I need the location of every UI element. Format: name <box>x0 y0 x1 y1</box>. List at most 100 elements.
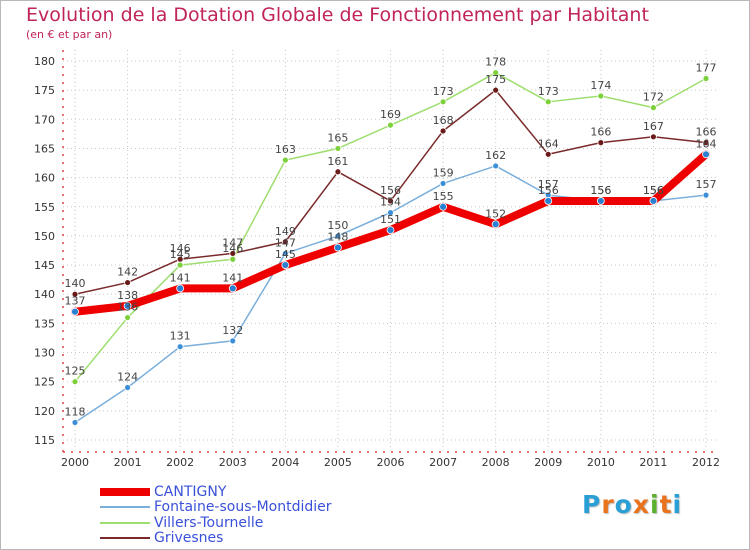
y-tick-label: 150 <box>34 230 55 243</box>
y-tick-label: 180 <box>34 55 55 68</box>
data-label: 163 <box>275 143 296 156</box>
data-point-1 <box>71 419 79 426</box>
data-label: 154 <box>380 196 401 209</box>
data-point-0 <box>544 197 553 205</box>
data-label: 155 <box>433 190 454 203</box>
data-point-3 <box>439 127 447 135</box>
data-point-1 <box>439 180 447 187</box>
data-label: 149 <box>275 225 296 238</box>
data-label: 157 <box>696 178 717 191</box>
data-point-3 <box>124 279 131 286</box>
data-point-0 <box>123 301 132 310</box>
legend-label: Fontaine-sous-Montdidier <box>154 499 332 516</box>
x-tick-label: 2012 <box>692 456 720 469</box>
x-tick-label: 2003 <box>219 456 247 469</box>
logo-letter: x <box>632 490 650 519</box>
data-point-0 <box>702 150 710 159</box>
data-point-3 <box>492 86 500 94</box>
data-label: 159 <box>433 166 454 179</box>
y-tick-label: 125 <box>34 376 55 389</box>
chart-legend: CANTIGNY Fontaine-sous-Montdidier Villers-… <box>100 484 332 546</box>
data-label: 140 <box>65 277 86 290</box>
x-tick-label: 2008 <box>482 456 510 469</box>
data-label: 141 <box>170 271 191 284</box>
y-tick-label: 115 <box>34 434 55 447</box>
data-point-1 <box>229 337 237 345</box>
data-label: 118 <box>65 406 86 419</box>
data-point-0 <box>491 220 500 229</box>
data-label: 161 <box>327 155 348 168</box>
x-tick-label: 2007 <box>429 456 457 469</box>
data-point-0 <box>334 243 342 252</box>
data-point-1 <box>334 232 342 240</box>
legend-swatch <box>100 506 150 509</box>
data-label: 146 <box>170 242 191 255</box>
data-label: 147 <box>275 236 296 249</box>
data-point-2 <box>492 69 500 77</box>
data-label: 166 <box>696 126 717 139</box>
data-label: 165 <box>327 131 348 144</box>
y-tick-label: 175 <box>34 84 55 97</box>
data-label: 157 <box>538 178 559 191</box>
legend-swatch <box>100 537 150 540</box>
x-tick-label: 2000 <box>61 456 89 469</box>
data-label: 138 <box>117 289 138 302</box>
data-point-2 <box>71 378 79 386</box>
legend-swatch <box>100 487 150 496</box>
legend-item-1: Fontaine-sous-Montdidier <box>100 499 332 516</box>
data-point-3 <box>71 290 79 298</box>
data-label: 156 <box>643 184 664 197</box>
logo-letter: t <box>659 490 673 519</box>
legend-item-3: Grivesnes <box>100 530 332 546</box>
data-label: 166 <box>590 126 611 139</box>
chart-subtitle: (en € et par an) <box>26 28 113 41</box>
data-point-2 <box>702 75 710 82</box>
data-point-3 <box>702 139 710 147</box>
data-point-3 <box>544 150 552 158</box>
data-point-2 <box>334 145 342 152</box>
y-tick-label: 155 <box>34 201 55 214</box>
logo-letter: P <box>582 490 602 519</box>
data-label: 156 <box>380 184 401 197</box>
proxiti-logo: Proxiti <box>582 490 682 519</box>
data-label: 168 <box>433 114 454 127</box>
data-point-2 <box>387 121 394 129</box>
data-point-0 <box>386 226 395 234</box>
y-tick-label: 170 <box>34 113 55 126</box>
data-label: 125 <box>65 365 86 378</box>
y-tick-label: 145 <box>34 259 55 272</box>
data-label: 145 <box>170 248 191 261</box>
data-point-1 <box>702 191 710 199</box>
data-point-1 <box>281 250 289 257</box>
data-label: 151 <box>380 213 401 226</box>
data-label: 150 <box>327 219 348 232</box>
data-point-3 <box>650 133 657 141</box>
legend-item-0: CANTIGNY <box>100 484 332 500</box>
data-point-2 <box>650 104 657 112</box>
data-label: 173 <box>538 85 559 98</box>
data-label: 178 <box>485 56 506 69</box>
data-label: 164 <box>696 137 717 150</box>
data-point-1 <box>387 209 394 217</box>
legend-swatch <box>100 521 150 524</box>
data-label: 177 <box>696 61 717 74</box>
data-label: 141 <box>222 271 243 284</box>
data-point-0 <box>281 261 290 269</box>
data-point-0 <box>596 197 605 205</box>
data-point-3 <box>597 139 605 147</box>
data-label: 156 <box>590 184 611 197</box>
data-label: 156 <box>590 184 611 197</box>
data-point-3 <box>334 168 342 176</box>
data-point-2 <box>439 98 447 106</box>
data-label: 124 <box>117 371 138 384</box>
data-label: 131 <box>170 330 191 343</box>
data-label: 173 <box>433 85 454 98</box>
logo-letter: i <box>650 490 660 519</box>
y-tick-label: 140 <box>34 288 55 301</box>
data-point-2 <box>229 255 237 263</box>
legend-item-2: Villers-Tournelle <box>100 515 332 531</box>
data-label: 152 <box>485 207 506 220</box>
data-label: 164 <box>538 137 559 150</box>
data-label: 169 <box>380 108 401 121</box>
